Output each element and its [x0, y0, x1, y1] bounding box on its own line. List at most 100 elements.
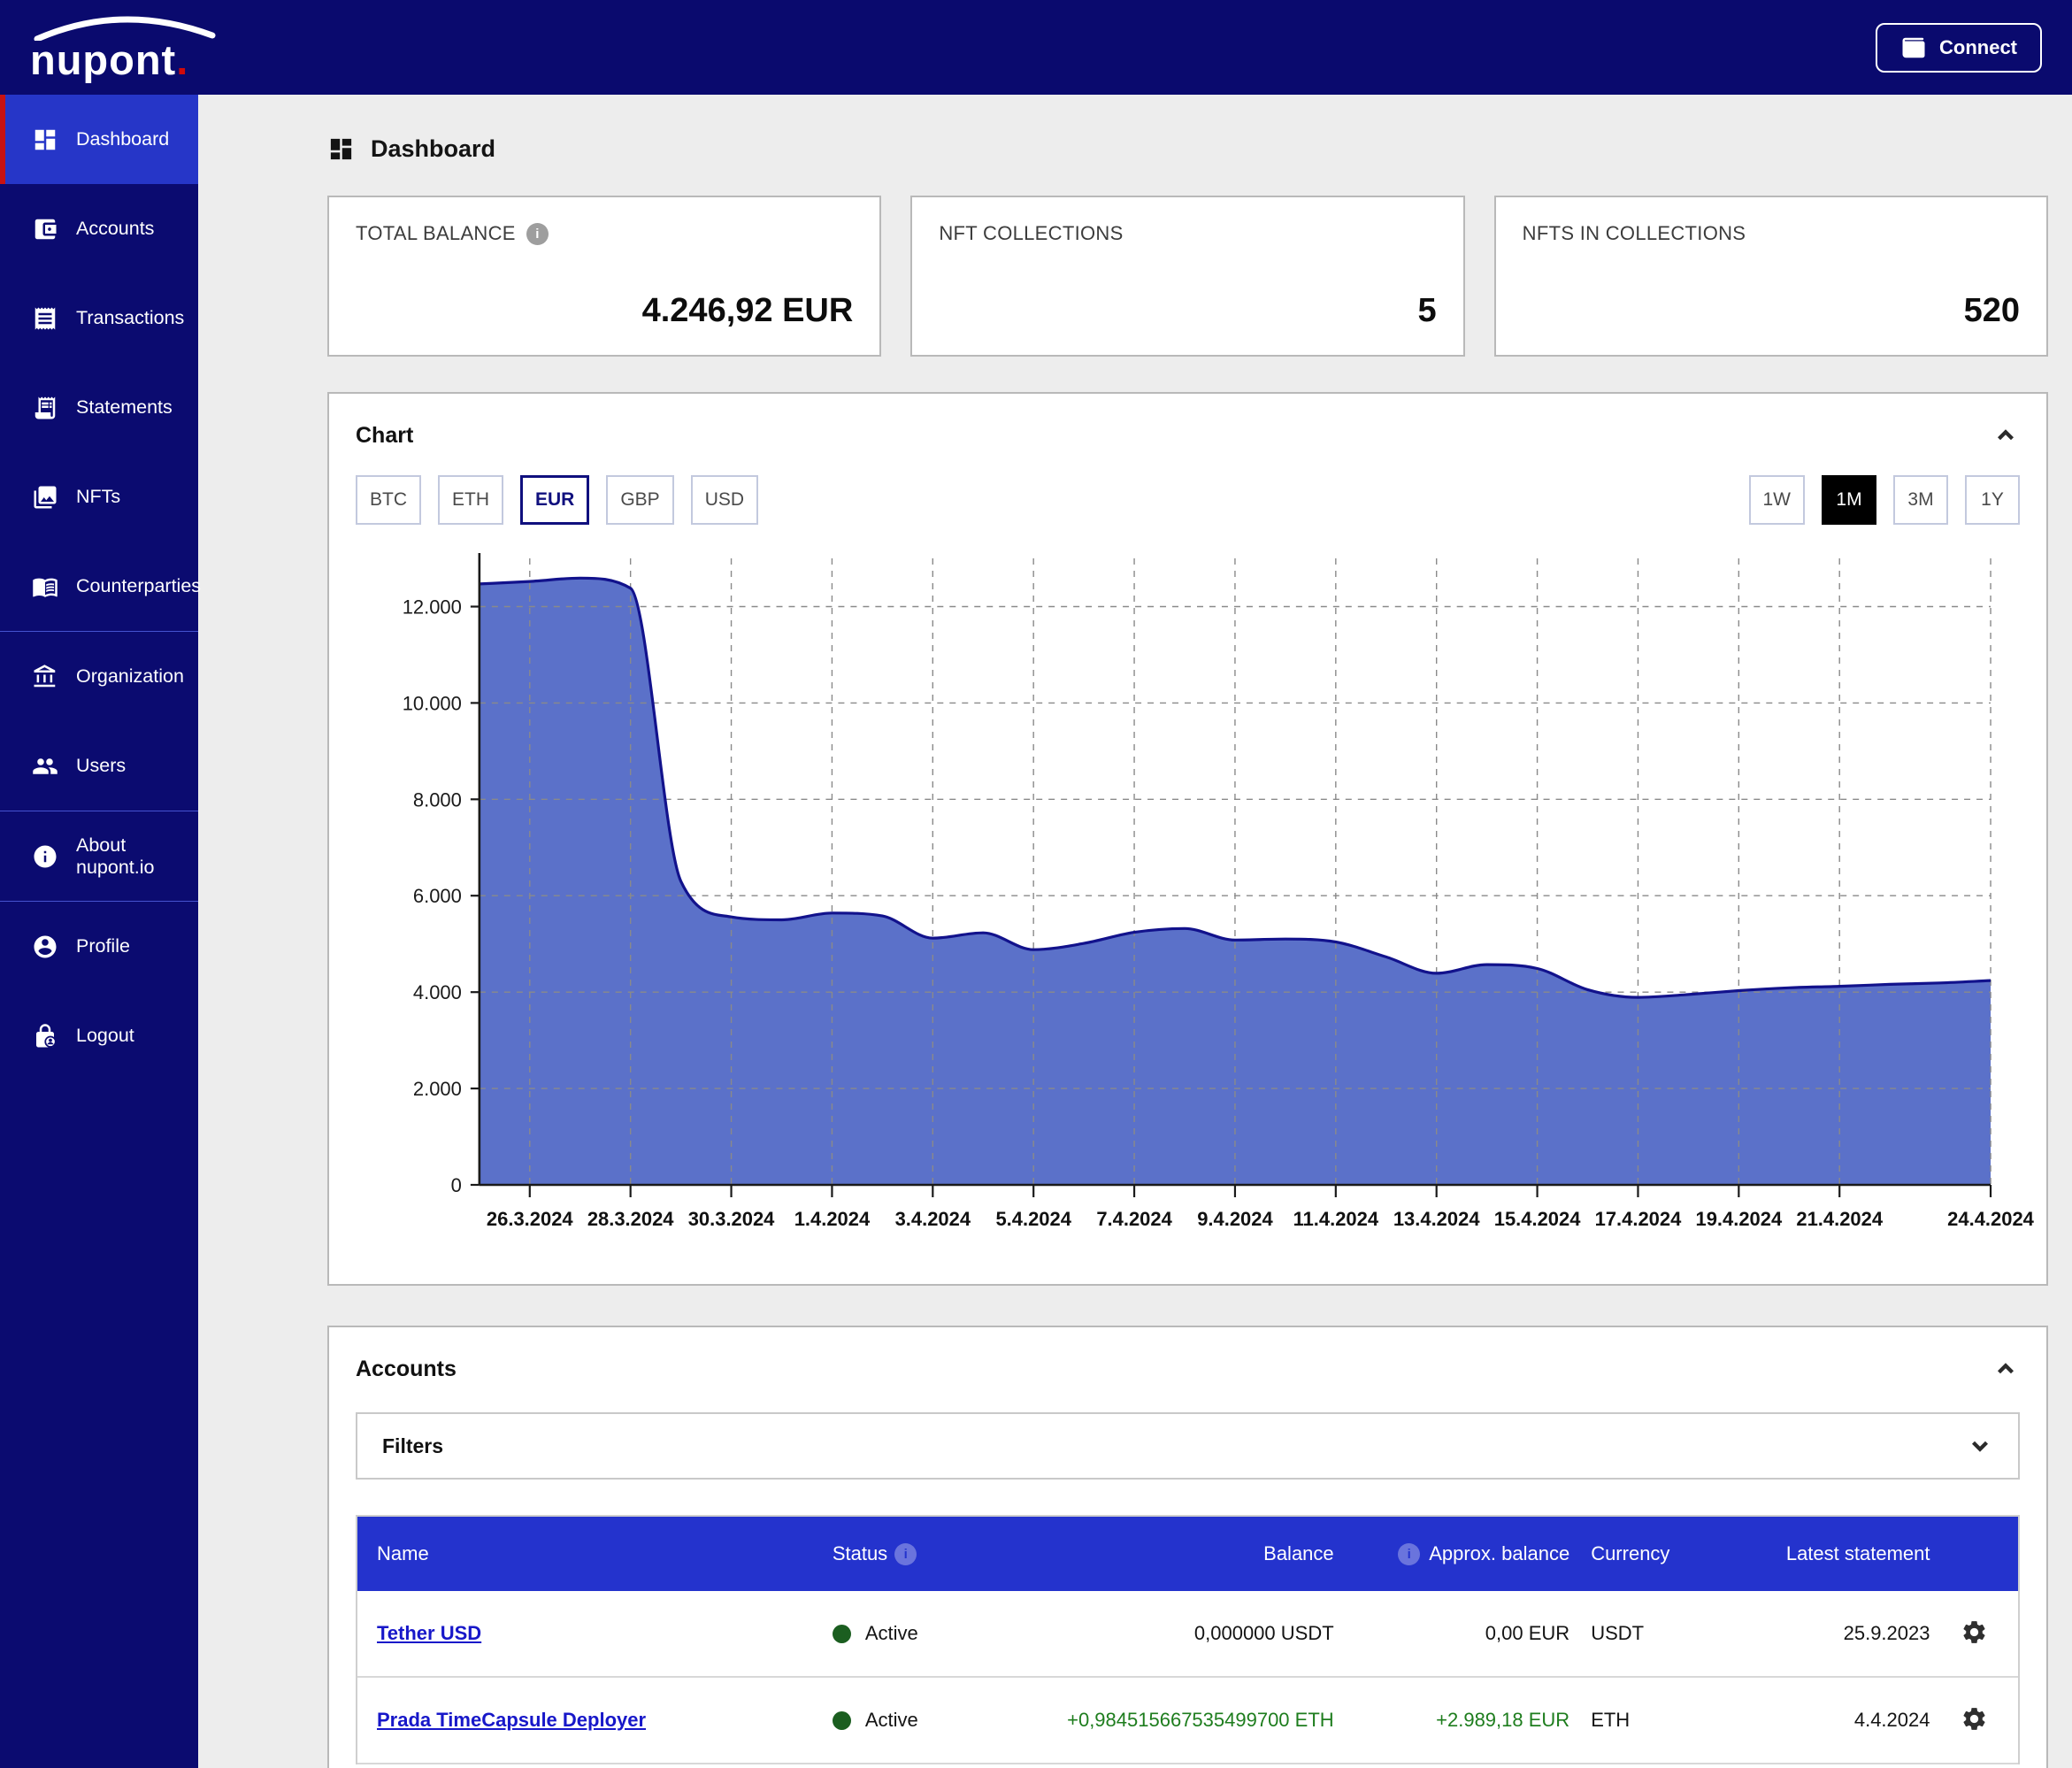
chart-collapse-button[interactable] — [1991, 421, 2020, 450]
sidebar-item-profile[interactable]: Profile — [0, 902, 198, 991]
stat-card-nft-collections: NFT COLLECTIONS 5 — [910, 196, 1464, 357]
svg-text:19.4.2024: 19.4.2024 — [1695, 1208, 1782, 1230]
latest-statement-value: 25.9.2023 — [1785, 1622, 1930, 1645]
account-settings-button[interactable] — [1961, 1618, 1988, 1649]
chevron-down-icon — [1967, 1433, 1993, 1459]
sidebar-item-label: Accounts — [76, 218, 154, 240]
sidebar-item-users[interactable]: Users — [0, 721, 198, 811]
logo-text: nupont. — [30, 39, 216, 81]
accounts-collapse-button[interactable] — [1991, 1355, 2020, 1383]
svg-text:30.3.2024: 30.3.2024 — [688, 1208, 775, 1230]
sidebar-item-about-nupont-io[interactable]: About nupont.io — [0, 811, 198, 901]
svg-text:13.4.2024: 13.4.2024 — [1393, 1208, 1480, 1230]
app-header: nupont. Connect — [0, 0, 2072, 95]
range-toggle-group: 1W 1M 3M 1Y — [1749, 475, 2021, 525]
balance-value: +0,984515667535499700 ETH — [1032, 1709, 1334, 1732]
svg-text:21.4.2024: 21.4.2024 — [1796, 1208, 1883, 1230]
sidebar-item-label: Counterparties — [76, 575, 201, 597]
currency-toggle-group: BTC ETH EUR GBP USD — [356, 475, 758, 525]
sidebar-item-nfts[interactable]: NFTs — [0, 452, 198, 542]
svg-text:28.3.2024: 28.3.2024 — [587, 1208, 674, 1230]
stat-card-nfts-in-collections: NFTS IN COLLECTIONS 520 — [1494, 196, 2048, 357]
breadcrumb: Dashboard — [327, 127, 2048, 171]
svg-text:2.000: 2.000 — [413, 1078, 462, 1100]
currency-toggle-eth[interactable]: ETH — [438, 475, 503, 525]
wallet-icon — [32, 216, 58, 242]
filters-expander[interactable]: Filters — [356, 1412, 2020, 1480]
info-icon[interactable] — [894, 1543, 917, 1565]
sidebar-item-organization[interactable]: Organization — [0, 632, 198, 721]
range-toggle-3m[interactable]: 3M — [1893, 475, 1948, 525]
chevron-up-icon — [1992, 1356, 2019, 1382]
sidebar-item-label: Organization — [76, 665, 184, 688]
dashboard-icon — [32, 127, 58, 153]
account-name-link[interactable]: Tether USD — [377, 1622, 481, 1644]
currency-toggle-btc[interactable]: BTC — [356, 475, 421, 525]
column-header-currency: Currency — [1569, 1542, 1785, 1565]
status-active-dot-icon — [833, 1625, 851, 1643]
collections-icon — [32, 484, 58, 511]
status-badge: Active — [865, 1622, 918, 1645]
svg-text:15.4.2024: 15.4.2024 — [1494, 1208, 1581, 1230]
svg-text:24.4.2024: 24.4.2024 — [1947, 1208, 2034, 1230]
range-toggle-1m[interactable]: 1M — [1822, 475, 1876, 525]
svg-text:12.000: 12.000 — [403, 596, 462, 618]
stat-card-label: NFTS IN COLLECTIONS — [1523, 222, 1746, 245]
sidebar-item-transactions[interactable]: Transactions — [0, 273, 198, 363]
table-header-row: Name Status Balance Approx. balance Curr… — [357, 1517, 2018, 1591]
receipt-long-icon — [32, 395, 58, 421]
account-settings-button[interactable] — [1961, 1705, 1988, 1735]
gear-icon — [1961, 1618, 1988, 1646]
info-icon[interactable] — [526, 223, 549, 245]
connect-button[interactable]: Connect — [1876, 23, 2042, 73]
wallet-icon — [1900, 35, 1927, 61]
sidebar-item-counterparties[interactable]: Counterparties — [0, 542, 198, 631]
gear-icon — [1961, 1705, 1988, 1733]
account-name-link[interactable]: Prada TimeCapsule Deployer — [377, 1709, 646, 1731]
status-badge: Active — [865, 1709, 918, 1732]
currency-toggle-eur[interactable]: EUR — [520, 475, 589, 525]
svg-text:11.4.2024: 11.4.2024 — [1293, 1208, 1379, 1230]
accounts-table: Name Status Balance Approx. balance Curr… — [356, 1515, 2020, 1764]
sidebar-item-statements[interactable]: Statements — [0, 363, 198, 452]
stat-card-label: NFT COLLECTIONS — [939, 222, 1123, 245]
book-icon — [32, 573, 58, 600]
filters-label: Filters — [382, 1434, 443, 1458]
accounts-panel: Accounts Filters Name Status Balance — [327, 1326, 2048, 1768]
range-toggle-1y[interactable]: 1Y — [1965, 475, 2020, 525]
stat-card-value: 5 — [1418, 292, 1437, 330]
sidebar-item-label: Profile — [76, 935, 130, 957]
chevron-up-icon — [1992, 422, 2019, 449]
users-icon — [32, 753, 58, 780]
sidebar-item-dashboard[interactable]: Dashboard — [0, 95, 198, 184]
column-header-name: Name — [357, 1542, 833, 1565]
svg-text:5.4.2024: 5.4.2024 — [995, 1208, 1071, 1230]
range-toggle-1w[interactable]: 1W — [1749, 475, 1806, 525]
sidebar-item-accounts[interactable]: Accounts — [0, 184, 198, 273]
info-icon[interactable] — [1398, 1543, 1420, 1565]
svg-text:26.3.2024: 26.3.2024 — [487, 1208, 573, 1230]
currency-toggle-gbp[interactable]: GBP — [606, 475, 673, 525]
table-body: Tether USD Active 0,000000 USDT 0,00 EUR… — [357, 1591, 2018, 1764]
bank-icon — [32, 664, 58, 690]
sidebar-item-label: Statements — [76, 396, 173, 419]
column-header-latest-statement: Latest statement — [1785, 1542, 1930, 1565]
svg-text:17.4.2024: 17.4.2024 — [1595, 1208, 1682, 1230]
latest-statement-value: 4.4.2024 — [1785, 1709, 1930, 1732]
stat-card-total-balance: TOTAL BALANCE 4.246,92 EUR — [327, 196, 881, 357]
sidebar-item-label: NFTs — [76, 486, 120, 508]
column-header-status: Status — [833, 1542, 887, 1565]
svg-text:8.000: 8.000 — [413, 788, 462, 811]
info-icon — [32, 843, 58, 870]
sidebar-item-label: Dashboard — [76, 128, 169, 150]
svg-text:7.4.2024: 7.4.2024 — [1096, 1208, 1172, 1230]
main-content: Dashboard TOTAL BALANCE 4.246,92 EUR NFT… — [198, 95, 2072, 1768]
currency-toggle-usd[interactable]: USD — [691, 475, 758, 525]
balance-value: 0,000000 USDT — [1032, 1622, 1334, 1645]
svg-text:1.4.2024: 1.4.2024 — [794, 1208, 871, 1230]
sidebar-item-label: About nupont.io — [76, 834, 198, 879]
logo-dot: . — [176, 36, 188, 83]
chart-panel-title: Chart — [356, 423, 413, 449]
sidebar-item-label: Transactions — [76, 307, 184, 329]
sidebar-item-logout[interactable]: Logout — [0, 991, 198, 1080]
